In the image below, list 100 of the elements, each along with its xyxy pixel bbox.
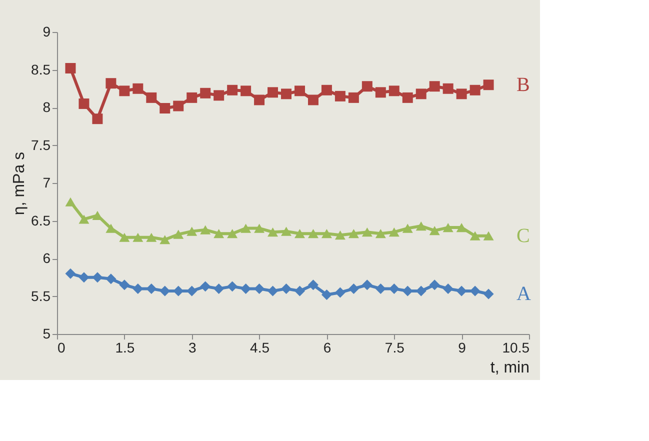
point xyxy=(106,78,116,89)
point xyxy=(321,229,332,238)
point xyxy=(186,92,198,103)
x-tick-label: 9 xyxy=(458,340,466,356)
point xyxy=(294,229,305,238)
point xyxy=(442,83,454,94)
y-tick-label: 7 xyxy=(42,174,51,190)
point xyxy=(281,226,292,236)
y-tick-label: 6.5 xyxy=(31,212,51,228)
point xyxy=(146,283,157,294)
point xyxy=(119,86,130,96)
point xyxy=(470,286,480,296)
point xyxy=(119,232,130,242)
x-axis-title: t, min xyxy=(490,360,530,376)
point xyxy=(334,90,346,102)
point xyxy=(442,223,454,232)
point xyxy=(132,283,144,294)
point xyxy=(92,272,103,283)
point xyxy=(402,92,413,103)
point xyxy=(470,231,480,240)
y-tick-label: 7.5 xyxy=(31,136,51,153)
point xyxy=(375,283,386,294)
point xyxy=(334,287,346,298)
point xyxy=(334,230,346,240)
point xyxy=(78,98,90,109)
y-tick-label: 9 xyxy=(42,24,51,40)
point xyxy=(483,231,494,240)
y-tick-label: 5 xyxy=(42,326,51,342)
point xyxy=(470,84,480,96)
y-axis-title: η, mPa s xyxy=(11,152,28,216)
point xyxy=(214,90,224,101)
point xyxy=(240,86,252,96)
point xyxy=(173,286,184,296)
series-label: B xyxy=(516,74,530,96)
point xyxy=(227,229,238,238)
point xyxy=(348,229,359,238)
point xyxy=(227,84,238,96)
point xyxy=(146,92,157,103)
point xyxy=(348,92,359,103)
point xyxy=(78,272,90,283)
point xyxy=(402,224,413,233)
point xyxy=(268,228,278,237)
point xyxy=(200,225,211,234)
point xyxy=(78,214,90,224)
point xyxy=(375,229,386,238)
point xyxy=(268,286,278,296)
x-tick-label: 6 xyxy=(323,340,332,356)
point xyxy=(362,228,372,237)
point xyxy=(429,81,440,92)
point xyxy=(429,280,440,290)
x-tick-label: 10.5 xyxy=(502,340,530,356)
point xyxy=(281,283,292,294)
point xyxy=(173,100,184,112)
point xyxy=(227,281,238,292)
point xyxy=(240,283,252,294)
y-tick-label: 5.5 xyxy=(31,288,51,304)
point xyxy=(416,286,426,296)
point xyxy=(65,268,76,279)
point xyxy=(254,94,265,106)
point xyxy=(254,283,265,294)
point xyxy=(362,280,372,290)
x-tick-label: 0 xyxy=(58,340,66,356)
point xyxy=(308,94,318,106)
point xyxy=(402,286,413,296)
point xyxy=(268,87,278,98)
point xyxy=(375,87,386,98)
point xyxy=(362,81,372,92)
point xyxy=(483,80,494,90)
point xyxy=(160,235,170,244)
point xyxy=(294,286,305,296)
x-tick-label: 3 xyxy=(188,340,196,356)
point xyxy=(294,86,305,96)
point xyxy=(200,281,211,292)
point xyxy=(173,230,184,239)
point xyxy=(416,88,426,100)
x-tick-label: 4.5 xyxy=(250,340,270,356)
point xyxy=(456,223,467,232)
y-tick-label: 8.5 xyxy=(31,61,51,78)
point xyxy=(456,286,467,296)
point xyxy=(321,84,332,96)
point xyxy=(132,83,144,94)
x-tick-label: 7.5 xyxy=(384,340,405,356)
point xyxy=(92,114,103,124)
point xyxy=(186,226,198,236)
y-tick-label: 8 xyxy=(42,99,51,115)
point xyxy=(348,283,359,294)
point xyxy=(456,88,467,100)
x-tick-label: 1.5 xyxy=(115,340,135,356)
point xyxy=(388,86,400,96)
point xyxy=(186,286,198,296)
point xyxy=(200,88,211,98)
point xyxy=(146,232,157,242)
point xyxy=(160,286,170,296)
point xyxy=(132,232,144,242)
point xyxy=(442,283,454,294)
series-label: C xyxy=(516,224,530,247)
point xyxy=(388,283,400,294)
point xyxy=(106,224,116,233)
point xyxy=(240,224,252,233)
point xyxy=(214,283,224,294)
